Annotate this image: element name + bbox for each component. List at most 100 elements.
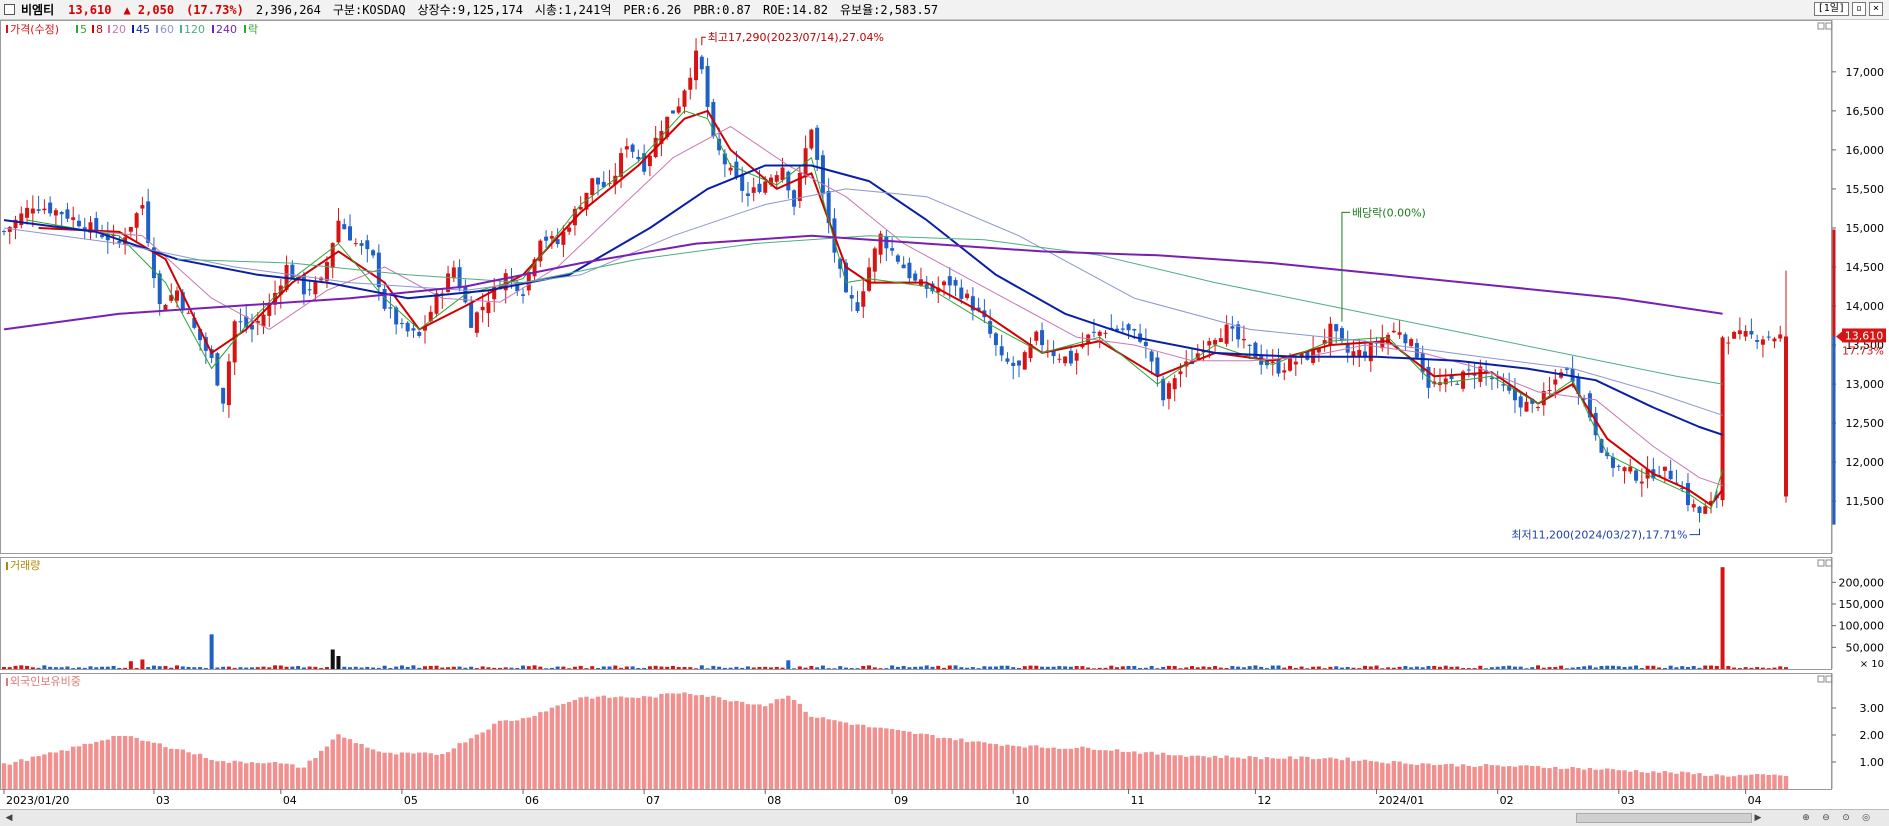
volume-bar xyxy=(1524,668,1529,669)
foreign-bar xyxy=(509,720,514,789)
minimize-icon[interactable]: ▫ xyxy=(1851,2,1866,16)
volume-bar xyxy=(1218,667,1223,669)
foreign-bar xyxy=(584,696,589,789)
panel-min-icon[interactable] xyxy=(1817,675,1825,683)
legend-marker xyxy=(132,25,134,33)
foreign-bar xyxy=(682,692,687,789)
volume-bar xyxy=(180,666,185,669)
foreign-bar xyxy=(1610,769,1616,789)
volume-bar xyxy=(1593,667,1598,669)
foreign-bar xyxy=(970,741,976,789)
foreign-bar xyxy=(832,720,837,789)
volume-bar xyxy=(157,666,162,669)
volume-bar xyxy=(1495,666,1500,669)
volume-bar xyxy=(694,668,699,669)
scroll-left-icon[interactable]: ◀ xyxy=(5,813,13,823)
x-tick-label: 04 xyxy=(1748,794,1762,807)
foreign-bar xyxy=(445,752,451,789)
candle-body xyxy=(728,167,733,171)
foreign-bar xyxy=(1783,776,1789,789)
zoom-in-icon[interactable]: ⊕ xyxy=(1802,813,1810,823)
foreign-bar xyxy=(1397,761,1402,789)
scroll-thumb[interactable] xyxy=(1576,813,1752,823)
candle-body xyxy=(786,171,791,191)
volume-bar xyxy=(549,667,554,669)
zoom-out-icon[interactable]: ⊖ xyxy=(1822,813,1830,823)
volume-bar xyxy=(232,667,237,669)
foreign-bar xyxy=(1731,776,1737,789)
candle-body xyxy=(19,213,24,226)
foreign-bar xyxy=(1195,755,1200,789)
candle-body xyxy=(1016,360,1021,366)
legend-item: 45 xyxy=(136,23,150,36)
select-checkbox[interactable] xyxy=(4,4,15,15)
scroll-right-icon[interactable]: ▶ xyxy=(1754,813,1762,823)
foreign-bar xyxy=(238,761,243,789)
panel-close-icon[interactable] xyxy=(1825,675,1833,683)
candle-body xyxy=(267,304,272,316)
y-tick-label: 50,000 xyxy=(1846,641,1885,654)
foreign-bar xyxy=(284,763,289,789)
volume-bar xyxy=(676,667,681,669)
dividend-annotation: 배당락(0.00%) xyxy=(1352,206,1426,219)
candle-body xyxy=(394,307,399,325)
candle-body xyxy=(42,208,47,211)
zoom-reset-icon[interactable]: ⊙ xyxy=(1842,813,1850,823)
panel-close-icon[interactable] xyxy=(1825,559,1833,567)
stock-chart[interactable]: 11,50012,00012,50013,00013,50014,00014,5… xyxy=(0,20,1889,809)
legend-item: 가격(수정) xyxy=(10,23,59,36)
candle-body xyxy=(1772,338,1777,342)
candle-body xyxy=(411,328,416,331)
candle-body xyxy=(186,312,191,314)
foreign-bar xyxy=(624,697,630,789)
foreign-bar xyxy=(515,720,520,789)
ma-line-120 xyxy=(176,235,1723,385)
candle-body xyxy=(965,293,970,299)
panel-min-icon[interactable] xyxy=(1817,559,1825,567)
y-tick-label: 11,500 xyxy=(1846,495,1885,508)
volume-bar xyxy=(255,667,260,669)
candle-body xyxy=(1097,331,1102,336)
foreign-bar xyxy=(1576,768,1581,789)
volume-bar xyxy=(82,667,87,669)
candle-body xyxy=(584,192,589,210)
volume-bar xyxy=(757,666,762,669)
foreign-bar xyxy=(941,737,947,789)
volume-bar xyxy=(815,667,820,669)
candle-body xyxy=(1357,349,1362,357)
candle-body xyxy=(699,56,704,70)
candle-body xyxy=(474,312,479,333)
volume-bar xyxy=(532,665,537,669)
volume-bar xyxy=(1328,666,1333,669)
foreign-bar xyxy=(1351,761,1356,789)
candle-body xyxy=(1489,377,1494,380)
period-selector[interactable]: [1일] xyxy=(1813,2,1849,16)
candle-body xyxy=(659,131,664,144)
foreign-bar xyxy=(768,703,774,789)
foreign-bar xyxy=(324,746,330,789)
candle-body xyxy=(255,321,260,324)
stock-name[interactable]: 비엠티 xyxy=(21,3,55,17)
foreign-bar xyxy=(987,743,993,789)
candle-body xyxy=(53,210,58,216)
foreign-bar xyxy=(82,743,87,789)
panel-close-icon[interactable] xyxy=(1825,22,1833,30)
candle-body xyxy=(809,129,814,149)
volume-bar xyxy=(105,666,110,669)
volume-bar xyxy=(1293,667,1298,669)
foreign-bar xyxy=(912,733,918,789)
panel-min-icon[interactable] xyxy=(1817,22,1825,30)
volume-bar xyxy=(1236,666,1241,669)
foreign-bar xyxy=(636,697,641,789)
volume-bar xyxy=(596,667,600,669)
zoom-fit-icon[interactable]: ◎ xyxy=(1862,813,1870,823)
close-icon[interactable]: × xyxy=(1868,2,1883,16)
candle-body xyxy=(1564,368,1569,370)
volume-bar xyxy=(1536,665,1541,669)
volume-bar xyxy=(1068,666,1073,669)
foreign-bar xyxy=(763,706,768,789)
foreign-bar xyxy=(1305,756,1310,789)
volume-bar xyxy=(1766,668,1771,669)
foreign-bar xyxy=(255,763,260,789)
roe-value: ROE:14.82 xyxy=(762,2,829,17)
